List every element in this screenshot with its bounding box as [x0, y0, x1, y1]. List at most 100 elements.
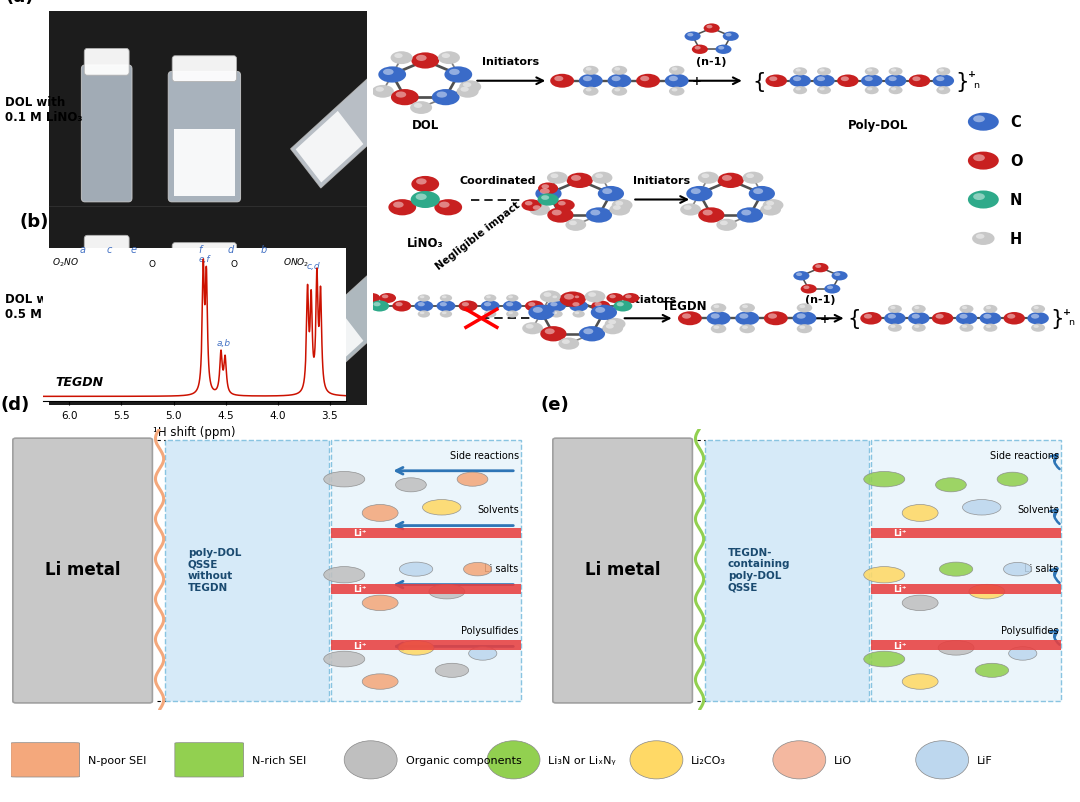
Circle shape — [721, 176, 732, 181]
Text: Li⁺: Li⁺ — [353, 529, 366, 537]
Circle shape — [1034, 306, 1039, 310]
Circle shape — [704, 24, 719, 34]
Circle shape — [766, 75, 787, 88]
Circle shape — [867, 70, 873, 72]
Circle shape — [615, 89, 620, 92]
Bar — [332, 640, 522, 650]
Circle shape — [760, 205, 781, 217]
Ellipse shape — [939, 641, 974, 655]
Circle shape — [764, 206, 772, 211]
Ellipse shape — [864, 567, 905, 583]
Text: N-rich SEI: N-rich SEI — [252, 755, 307, 765]
Text: Li⁺: Li⁺ — [893, 529, 906, 537]
FancyBboxPatch shape — [84, 50, 130, 76]
Circle shape — [686, 187, 713, 202]
Circle shape — [701, 174, 710, 179]
Circle shape — [528, 306, 555, 321]
Circle shape — [575, 296, 579, 299]
Circle shape — [607, 75, 632, 88]
Circle shape — [837, 75, 859, 88]
Circle shape — [794, 272, 809, 281]
Circle shape — [440, 302, 447, 307]
Ellipse shape — [324, 567, 365, 583]
Circle shape — [914, 326, 919, 329]
Circle shape — [986, 306, 991, 310]
Circle shape — [607, 294, 623, 304]
Text: (b): (b) — [19, 213, 49, 230]
Circle shape — [815, 265, 821, 269]
Text: {: { — [848, 309, 861, 329]
Circle shape — [1031, 324, 1045, 332]
Ellipse shape — [469, 647, 497, 660]
Circle shape — [959, 314, 968, 319]
Circle shape — [796, 273, 802, 277]
Circle shape — [449, 70, 460, 76]
Circle shape — [529, 205, 550, 217]
Text: f: f — [199, 245, 202, 255]
Circle shape — [579, 326, 605, 342]
Circle shape — [968, 152, 999, 170]
Text: (a): (a) — [5, 0, 33, 6]
Circle shape — [462, 302, 469, 307]
Circle shape — [484, 311, 497, 318]
Ellipse shape — [864, 651, 905, 667]
Text: TEGDN-
containing
poly-DOL
QSSE: TEGDN- containing poly-DOL QSSE — [728, 547, 791, 592]
Circle shape — [912, 314, 920, 319]
Circle shape — [622, 294, 639, 304]
Circle shape — [746, 174, 754, 179]
Circle shape — [973, 155, 985, 162]
Circle shape — [908, 75, 930, 88]
Ellipse shape — [324, 472, 365, 488]
Text: Li₃N or LiₓNᵧ: Li₃N or LiₓNᵧ — [549, 755, 616, 765]
Circle shape — [583, 67, 598, 75]
Circle shape — [437, 52, 460, 65]
Text: a,b: a,b — [216, 338, 231, 347]
Circle shape — [742, 326, 748, 330]
Circle shape — [540, 326, 567, 342]
Circle shape — [935, 314, 944, 319]
Circle shape — [889, 87, 903, 95]
FancyBboxPatch shape — [81, 66, 132, 203]
Circle shape — [567, 173, 593, 188]
Text: Solvents: Solvents — [477, 504, 518, 515]
Circle shape — [415, 301, 433, 312]
Circle shape — [613, 301, 633, 312]
Text: H: H — [1010, 232, 1023, 246]
Bar — [872, 640, 1062, 650]
Text: Side reactions: Side reactions — [449, 450, 518, 460]
Text: c: c — [107, 245, 112, 255]
Circle shape — [735, 312, 759, 326]
Ellipse shape — [864, 472, 905, 488]
Circle shape — [564, 294, 573, 300]
Circle shape — [393, 202, 404, 209]
Circle shape — [743, 172, 764, 184]
Circle shape — [525, 202, 532, 206]
Text: DOL with
0.5 M TEGDN: DOL with 0.5 M TEGDN — [5, 293, 92, 321]
Circle shape — [410, 192, 440, 209]
Ellipse shape — [630, 741, 683, 779]
Circle shape — [640, 77, 649, 82]
Circle shape — [816, 87, 831, 95]
Text: c,d: c,d — [307, 261, 320, 270]
Circle shape — [484, 295, 497, 302]
Circle shape — [800, 285, 816, 294]
Circle shape — [820, 70, 825, 72]
Circle shape — [611, 200, 633, 212]
X-axis label: ¹H shift (ppm): ¹H shift (ppm) — [153, 426, 235, 439]
Circle shape — [908, 313, 930, 325]
Polygon shape — [376, 64, 416, 111]
Text: +: + — [820, 313, 829, 326]
Bar — [49, 12, 367, 405]
Circle shape — [1003, 313, 1025, 325]
Circle shape — [885, 75, 906, 88]
Circle shape — [956, 313, 977, 325]
Circle shape — [611, 67, 627, 75]
FancyBboxPatch shape — [332, 440, 522, 701]
Circle shape — [669, 87, 685, 96]
Circle shape — [891, 88, 896, 91]
Ellipse shape — [399, 641, 434, 655]
Circle shape — [865, 87, 879, 95]
Circle shape — [432, 90, 460, 106]
Circle shape — [968, 114, 999, 132]
Ellipse shape — [324, 651, 365, 667]
